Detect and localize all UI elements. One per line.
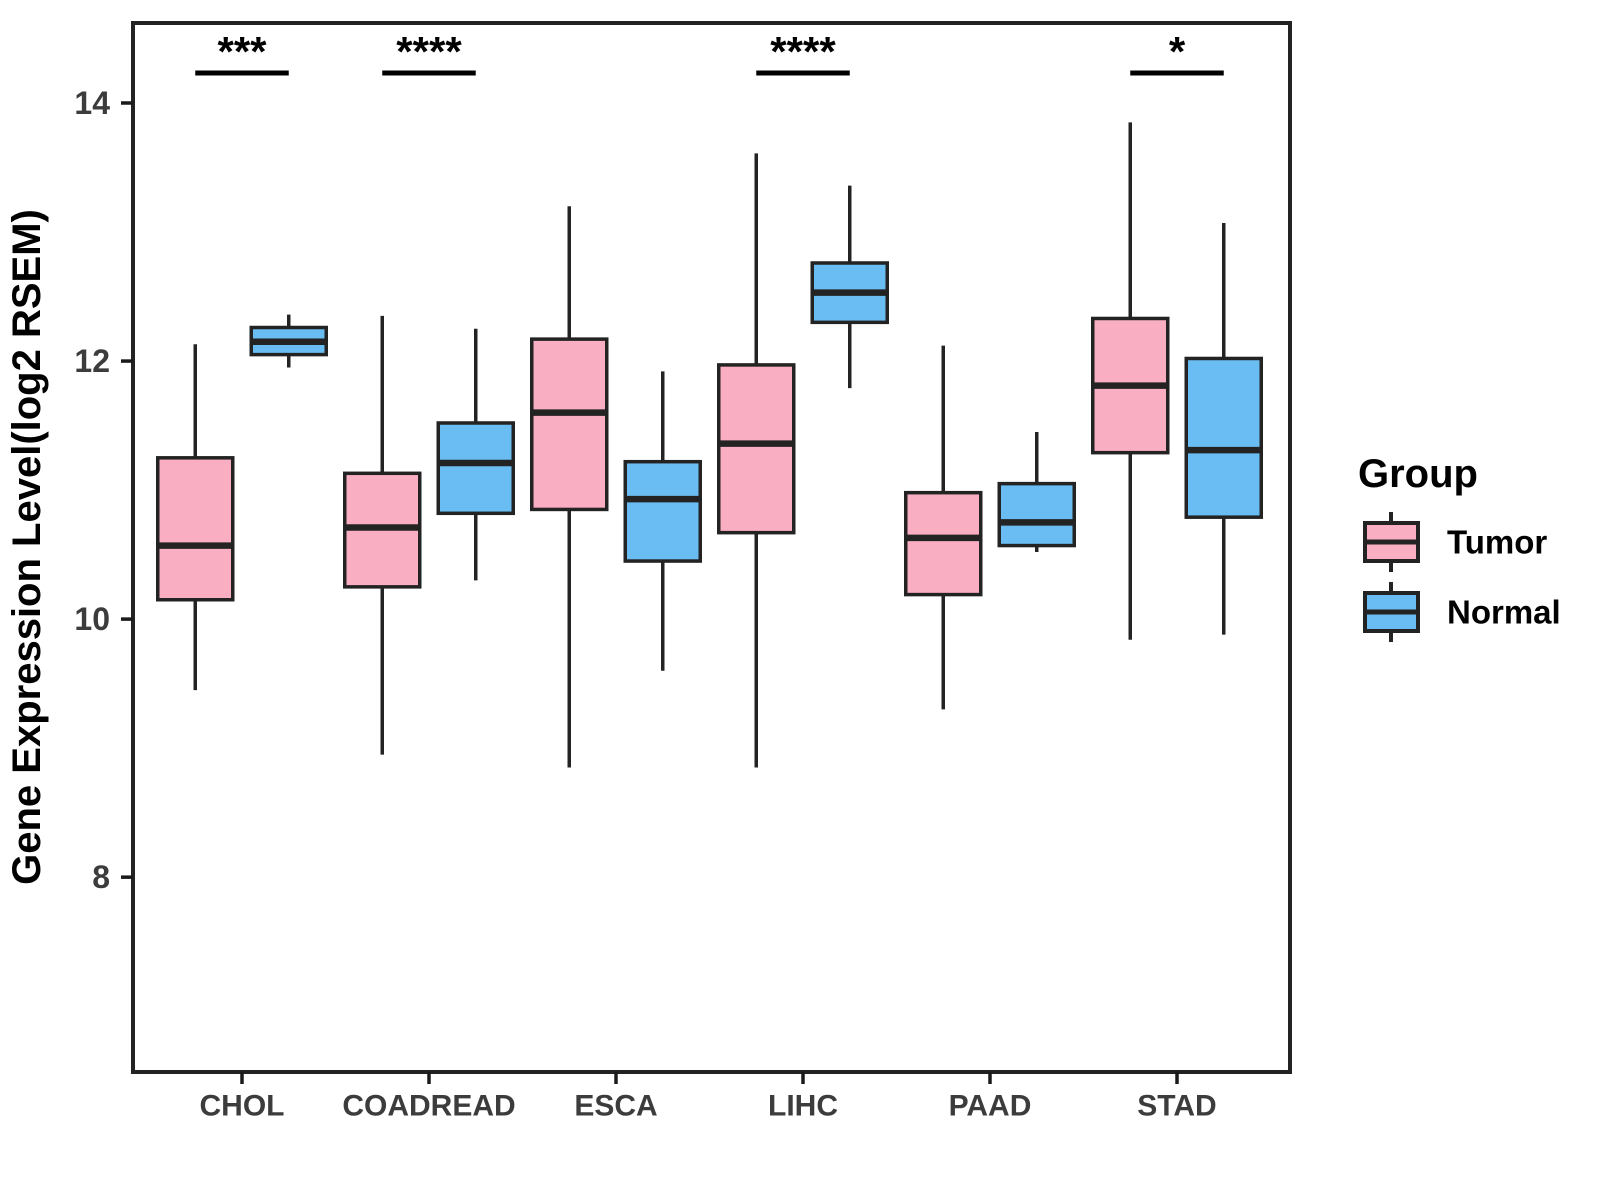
sig-label-COADREAD: **** (396, 28, 462, 75)
legend-key-tumor: Tumor (1363, 512, 1547, 572)
y-tick-label-14: 14 (74, 85, 110, 121)
box-CHOL-tumor (156, 456, 235, 602)
x-tick-label-STAD: STAD (1137, 1090, 1216, 1123)
x-tick-label-PAAD: PAAD (949, 1090, 1032, 1123)
sig-label-CHOL: *** (217, 28, 267, 75)
x-tick-label-CHOL: CHOL (200, 1090, 285, 1123)
box-ESCA-tumor (530, 337, 609, 512)
significance-layer: *** **** **** * (195, 28, 1224, 76)
legend: Group Tumor Normal (1358, 452, 1561, 642)
x-tick-label-COADREAD: COADREAD (342, 1090, 515, 1123)
sig-label-LIHC: **** (770, 28, 836, 75)
boxplot-layer (156, 122, 1263, 768)
box-LIHC-tumor (717, 363, 796, 535)
y-tick-label-10: 10 (74, 601, 110, 637)
legend-label-tumor: Tumor (1447, 524, 1547, 561)
axis-ticks-layer: 8 10 12 14 CHOL COADREAD ESCA LIHC PAAD STAD (74, 85, 1216, 1123)
x-tick-label-ESCA: ESCA (574, 1090, 657, 1123)
legend-title: Group (1358, 452, 1478, 496)
box-ESCA-normal (623, 459, 702, 563)
x-tick-label-LIHC: LIHC (768, 1090, 838, 1123)
box-COADREAD-normal (436, 421, 515, 516)
sig-label-STAD: * (1169, 28, 1186, 75)
y-tick-label-8: 8 (92, 859, 110, 895)
plot-panel-border (131, 21, 1292, 1074)
legend-key-normal: Normal (1363, 582, 1561, 642)
box-PAAD-tumor (904, 490, 983, 597)
legend-label-normal: Normal (1447, 594, 1561, 631)
y-axis-title: Gene Expression Level(log2 RSEM) (5, 209, 49, 885)
box-PAAD-normal (997, 481, 1076, 548)
box-STAD-normal (1184, 356, 1263, 519)
y-tick-label-12: 12 (74, 343, 110, 379)
